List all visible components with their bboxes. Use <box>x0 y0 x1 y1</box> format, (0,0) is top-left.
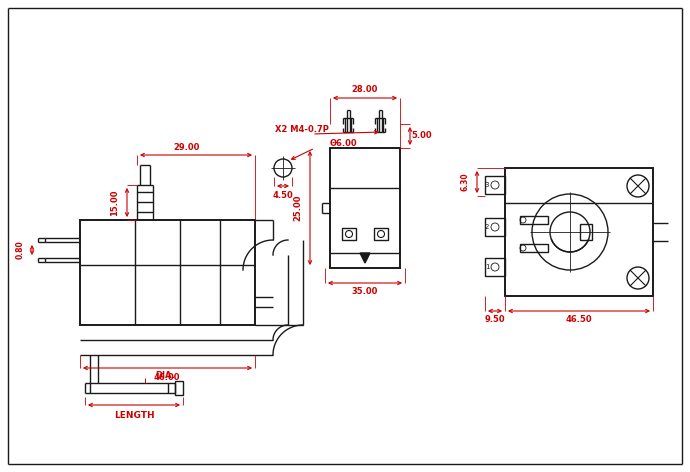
Text: 28.00: 28.00 <box>352 85 378 94</box>
Text: 35.00: 35.00 <box>352 287 378 295</box>
Text: 46.00: 46.00 <box>154 373 180 382</box>
Text: X2 M4-0.7P: X2 M4-0.7P <box>275 126 329 135</box>
Bar <box>342 228 356 240</box>
Text: 29.00: 29.00 <box>174 143 200 152</box>
Text: 4.50: 4.50 <box>273 192 293 201</box>
Text: 9.50: 9.50 <box>484 314 505 323</box>
Text: 0.80: 0.80 <box>15 241 25 260</box>
Text: 1: 1 <box>485 264 489 270</box>
Text: 25.00: 25.00 <box>293 195 302 221</box>
Bar <box>330 148 400 268</box>
Text: 3: 3 <box>485 182 489 188</box>
Bar <box>175 381 183 395</box>
Text: 46.50: 46.50 <box>566 314 592 323</box>
Bar <box>485 218 505 236</box>
Bar <box>485 258 505 276</box>
Bar <box>520 216 548 224</box>
Text: 2: 2 <box>485 224 489 230</box>
Text: 6.30: 6.30 <box>460 173 469 191</box>
Text: 15.00: 15.00 <box>110 190 119 216</box>
Text: 5.00: 5.00 <box>412 132 433 141</box>
Bar <box>80 220 255 325</box>
Bar <box>90 383 168 393</box>
Text: LENGTH: LENGTH <box>114 411 155 420</box>
Bar <box>580 224 592 240</box>
Text: Θ6.00: Θ6.00 <box>330 138 357 147</box>
Text: DIA.: DIA. <box>155 371 175 379</box>
Bar <box>485 176 505 194</box>
Polygon shape <box>360 253 370 263</box>
Bar <box>505 168 653 296</box>
Bar <box>374 228 388 240</box>
Bar <box>520 244 548 252</box>
